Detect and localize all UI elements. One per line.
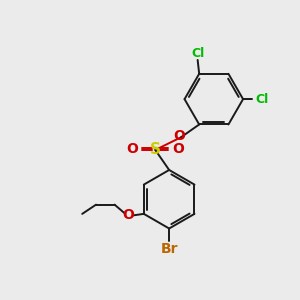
Text: O: O xyxy=(126,142,138,156)
Text: O: O xyxy=(174,129,185,143)
Text: Br: Br xyxy=(160,242,178,256)
Text: O: O xyxy=(122,208,134,222)
Text: S: S xyxy=(150,142,161,157)
Text: Cl: Cl xyxy=(255,93,268,106)
Text: O: O xyxy=(172,142,184,156)
Text: Cl: Cl xyxy=(191,46,204,59)
